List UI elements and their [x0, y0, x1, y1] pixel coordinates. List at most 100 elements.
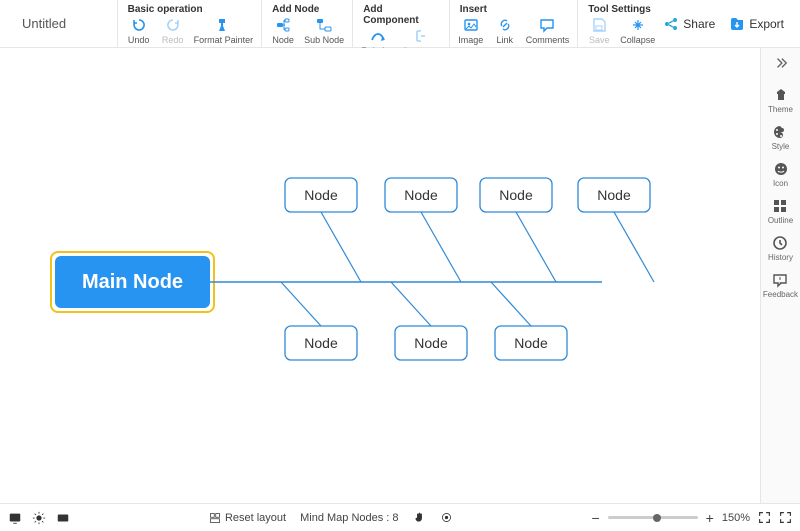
collapse-icon [630, 17, 646, 33]
sidebar-style[interactable]: Style [772, 122, 790, 153]
export-button[interactable]: Export [729, 16, 784, 32]
group-label-toolset: Tool Settings [586, 2, 655, 17]
zoom-slider[interactable] [608, 516, 698, 519]
top-toolbar: Untitled Basic operation Undo Redo Forma… [0, 0, 800, 48]
locate-button[interactable] [440, 511, 453, 524]
share-button[interactable]: Share [663, 16, 715, 32]
back-button[interactable] [6, 15, 22, 33]
collapse-button[interactable]: Collapse [620, 17, 655, 45]
child-node[interactable]: Node [495, 326, 567, 360]
nodes-count: Mind Map Nodes : 8 [300, 512, 398, 524]
svg-text:Node: Node [304, 187, 338, 203]
pan-mode-button[interactable] [413, 511, 426, 524]
sidebar-icon[interactable]: Icon [773, 159, 789, 190]
zoom-out-button[interactable]: − [591, 510, 599, 526]
child-node[interactable]: Node [385, 178, 457, 212]
fullscreen-icon [779, 511, 792, 524]
link-icon [497, 17, 513, 33]
zoom-percentage: 150% [722, 512, 750, 524]
svg-text:Main Node: Main Node [82, 271, 183, 293]
group-add-component: Add Component Relation Summary [352, 0, 449, 47]
connector [421, 212, 461, 282]
reset-layout-button[interactable]: Reset layout [209, 512, 286, 524]
child-node[interactable]: Node [395, 326, 467, 360]
group-insert: Insert Image Link Comments [449, 0, 578, 47]
mindmap-canvas[interactable]: Main Node Node Node Node Node Node Node Node [0, 48, 760, 503]
collapse-sidebar-button[interactable] [774, 54, 788, 79]
subnode-icon [316, 17, 332, 33]
smiley-icon [773, 161, 789, 177]
summary-icon [413, 28, 429, 44]
svg-text:Node: Node [514, 335, 548, 351]
view-presentation-button[interactable] [8, 511, 22, 525]
group-label-insert: Insert [458, 2, 570, 17]
presentation-icon [8, 511, 22, 525]
sun-icon [32, 511, 46, 525]
sidebar-feedback[interactable]: Feedback [763, 270, 798, 301]
outline-icon [772, 198, 788, 214]
child-node[interactable]: Node [578, 178, 650, 212]
card-icon [56, 511, 70, 525]
relation-icon [370, 28, 386, 44]
connector [281, 282, 321, 326]
child-node[interactable]: Node [480, 178, 552, 212]
theme-icon [773, 87, 789, 103]
feedback-icon [772, 272, 788, 288]
add-node-button[interactable]: Node [270, 17, 296, 45]
add-subnode-button[interactable]: Sub Node [304, 17, 344, 45]
insert-comments-button[interactable]: Comments [526, 17, 570, 45]
fit-screen-icon [758, 511, 771, 524]
node-icon [275, 17, 291, 33]
connector [516, 212, 556, 282]
svg-text:Node: Node [597, 187, 631, 203]
group-tool-settings: Tool Settings Save Collapse [577, 0, 663, 47]
main-node[interactable]: Main Node [55, 256, 210, 308]
group-add-node: Add Node Node Sub Node [261, 0, 352, 47]
comments-icon [539, 17, 555, 33]
group-label-addcomp: Add Component [361, 2, 441, 28]
target-icon [440, 511, 453, 524]
group-label-addnode: Add Node [270, 2, 344, 17]
format-painter-button[interactable]: Format Painter [194, 17, 254, 45]
hand-icon [413, 511, 426, 524]
connector [391, 282, 431, 326]
zoom-in-button[interactable]: + [706, 510, 714, 526]
sidebar-outline[interactable]: Outline [768, 196, 793, 227]
save-icon [591, 17, 607, 33]
title-area: Untitled [0, 0, 117, 47]
share-icon [663, 16, 679, 32]
sidebar-theme[interactable]: Theme [768, 85, 793, 116]
connector [491, 282, 531, 326]
insert-link-button[interactable]: Link [492, 17, 518, 45]
insert-image-button[interactable]: Image [458, 17, 484, 45]
connector [321, 212, 361, 282]
fullscreen-button[interactable] [779, 511, 792, 524]
child-node[interactable]: Node [285, 178, 357, 212]
fit-screen-button[interactable] [758, 511, 771, 524]
format-painter-icon [215, 17, 231, 33]
history-icon [772, 235, 788, 251]
child-node[interactable]: Node [285, 326, 357, 360]
style-icon [772, 124, 788, 140]
svg-text:Node: Node [499, 187, 533, 203]
bottom-bar: Reset layout Mind Map Nodes : 8 − + 150% [0, 503, 800, 531]
view-dark-button[interactable] [32, 511, 46, 525]
share-export-area: Share Export [663, 0, 800, 47]
image-icon [463, 17, 479, 33]
group-label-basic: Basic operation [126, 2, 254, 17]
chevron-double-right-icon [774, 56, 788, 70]
right-sidebar: Theme Style Icon Outline History Feedbac… [760, 48, 800, 503]
redo-icon [165, 17, 181, 33]
document-title[interactable]: Untitled [22, 16, 66, 31]
reset-layout-icon [209, 512, 221, 524]
group-basic-operation: Basic operation Undo Redo Format Painter [117, 0, 262, 47]
redo-button[interactable]: Redo [160, 17, 186, 45]
export-icon [729, 16, 745, 32]
svg-text:Node: Node [414, 335, 448, 351]
view-readonly-button[interactable] [56, 511, 70, 525]
sidebar-history[interactable]: History [768, 233, 793, 264]
save-button[interactable]: Save [586, 17, 612, 45]
undo-icon [131, 17, 147, 33]
undo-button[interactable]: Undo [126, 17, 152, 45]
svg-text:Node: Node [404, 187, 438, 203]
